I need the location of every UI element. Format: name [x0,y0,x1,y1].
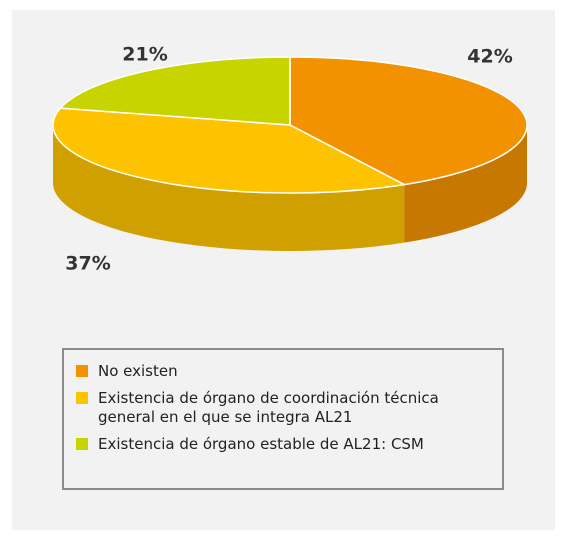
legend-label: Existencia de órgano estable de AL21: CS… [98,435,424,453]
pie-slice [52,107,407,194]
legend-item: Existencia de órgano estable de AL21: CS… [72,435,494,454]
legend-label: Existencia de órgano de coordinación téc… [98,389,439,426]
pie-slice [289,56,528,186]
value-label: 21% [122,44,167,66]
pie-side [404,125,527,243]
pie-side [53,125,405,251]
legend-item: No existen [72,362,494,381]
legend-swatch [76,392,88,404]
legend-swatch [76,365,88,377]
value-label: 42% [467,46,512,68]
legend-item: Existencia de órgano de coordinación téc… [72,389,494,427]
legend-label: No existen [98,362,178,380]
legend: No existen Existencia de órgano de coordi… [62,348,504,490]
legend-swatch [76,438,88,450]
pie-slice [58,56,291,126]
value-label: 37% [65,253,110,275]
